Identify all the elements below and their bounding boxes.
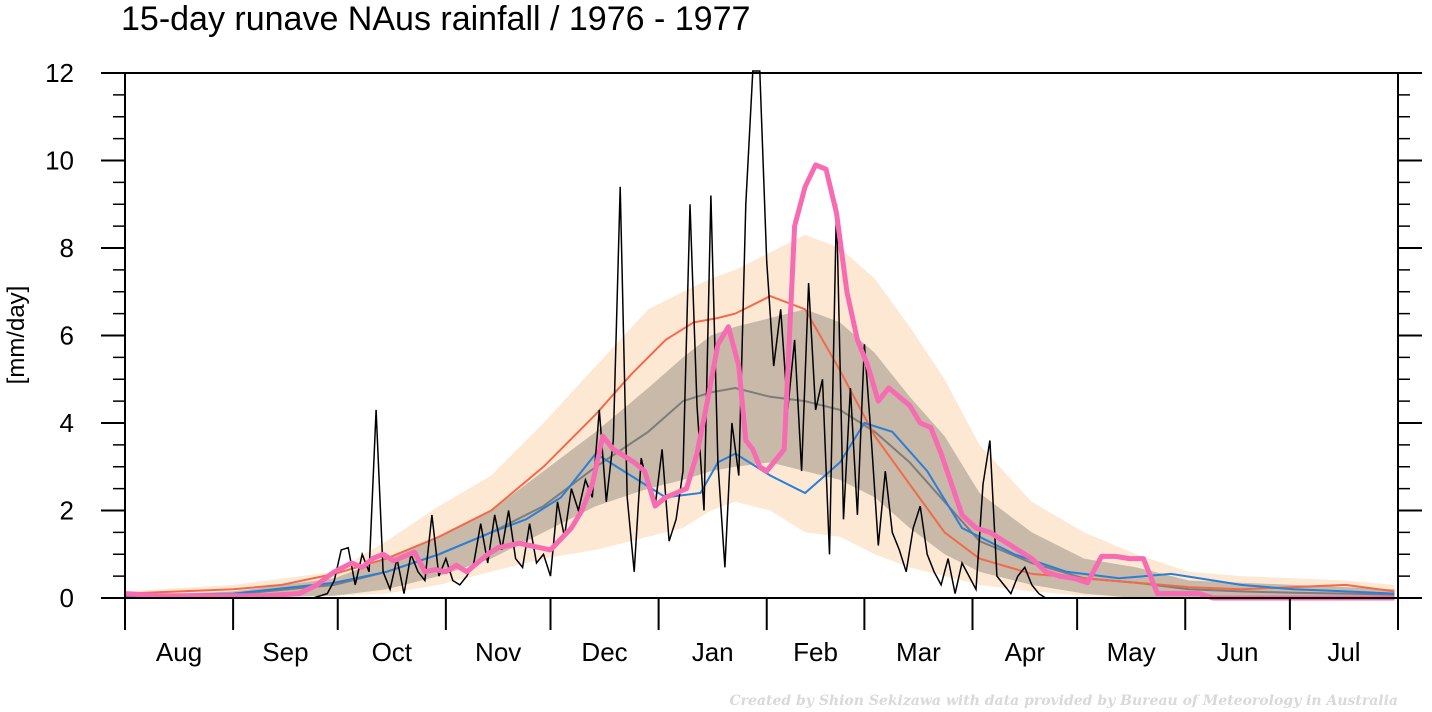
x-month-label: Nov xyxy=(475,637,521,667)
y-tick-label: 0 xyxy=(60,583,74,613)
chart-title: 15-day runave NAus rainfall / 1976 - 197… xyxy=(121,0,750,38)
x-month-label: Oct xyxy=(372,637,413,667)
y-tick-label: 2 xyxy=(60,496,74,526)
x-month-label: Feb xyxy=(793,637,838,667)
y-tick-label: 12 xyxy=(45,58,74,88)
blue-line xyxy=(124,421,1395,597)
x-month-label: Mar xyxy=(896,637,941,667)
y-tick-label: 8 xyxy=(60,233,74,263)
inner-band xyxy=(125,309,1395,598)
x-month-label: Jun xyxy=(1217,637,1259,667)
y-tick-label: 6 xyxy=(60,321,74,351)
x-month-label: Aug xyxy=(156,637,202,667)
y-tick-label: 4 xyxy=(60,408,74,438)
credit-text: Created by Shion Sekizawa with data prov… xyxy=(729,693,1398,709)
percentile-bands xyxy=(125,234,1395,598)
x-month-label: Sep xyxy=(262,637,308,667)
y-tick-label: 10 xyxy=(45,146,74,176)
runave-line xyxy=(124,162,1395,601)
x-month-label: Jul xyxy=(1327,637,1360,667)
x-month-label: Apr xyxy=(1005,637,1046,667)
x-month-label: Jan xyxy=(692,637,734,667)
x-month-label: May xyxy=(1107,637,1156,667)
axes: 0 2 4 6 8 10 12 Aug Sep Oct Nov Dec Jan Feb Mar Apr May J… xyxy=(45,58,1422,667)
x-month-label: Dec xyxy=(581,637,627,667)
y-axis-label: [mm/day] xyxy=(3,286,30,385)
